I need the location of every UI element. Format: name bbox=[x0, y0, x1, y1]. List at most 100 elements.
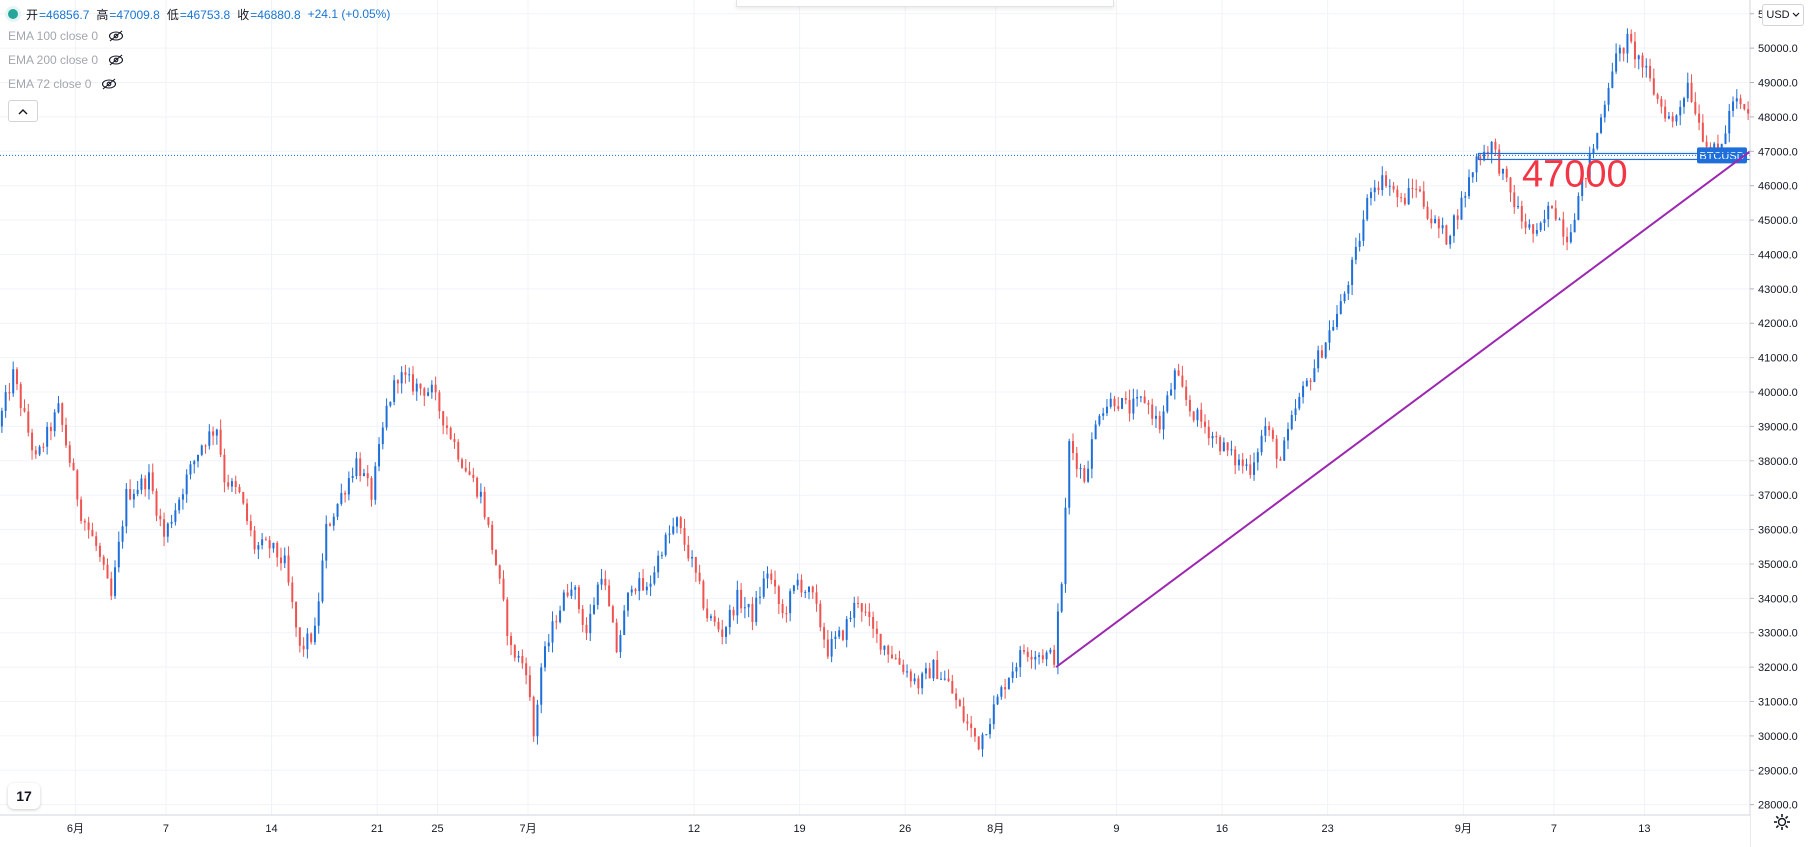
candle bbox=[272, 542, 275, 553]
candle-body bbox=[329, 523, 332, 526]
candle-body bbox=[1732, 101, 1735, 111]
tradingview-logo[interactable]: 17 bbox=[8, 783, 40, 809]
candle bbox=[230, 478, 233, 492]
candle bbox=[683, 518, 686, 552]
candle bbox=[890, 645, 893, 660]
candle bbox=[1388, 179, 1391, 196]
candle-body bbox=[1630, 33, 1633, 42]
candle-body bbox=[792, 585, 795, 592]
candle-body bbox=[1075, 453, 1078, 470]
price-tick-label: 44000.0 bbox=[1758, 249, 1798, 261]
candle-body bbox=[1019, 650, 1022, 668]
candle bbox=[1154, 406, 1157, 428]
candle-body bbox=[1701, 122, 1704, 142]
candle bbox=[506, 597, 509, 646]
candle bbox=[219, 419, 222, 458]
indicator-row[interactable]: EMA 100 close 0 bbox=[8, 24, 397, 48]
candle bbox=[1407, 178, 1410, 205]
candle-body bbox=[438, 392, 441, 412]
candle bbox=[1618, 44, 1621, 62]
candle-body bbox=[1260, 435, 1263, 453]
candle bbox=[1147, 399, 1150, 415]
candle-body bbox=[525, 663, 528, 676]
currency-button[interactable]: USD bbox=[1762, 4, 1804, 26]
candle-body bbox=[611, 606, 614, 623]
candle bbox=[1509, 176, 1512, 202]
candle-body bbox=[313, 625, 316, 643]
candle bbox=[917, 675, 920, 695]
gear-icon[interactable] bbox=[1772, 812, 1792, 832]
candle-body bbox=[1618, 47, 1621, 54]
candle bbox=[476, 476, 479, 499]
candle-body bbox=[951, 681, 954, 694]
candle-body bbox=[1222, 442, 1225, 452]
indicator-row[interactable]: EMA 72 close 0 bbox=[8, 72, 397, 96]
candle-body bbox=[1600, 117, 1603, 133]
candle bbox=[1460, 191, 1463, 220]
candle-body bbox=[268, 540, 271, 549]
candle-body bbox=[1256, 452, 1259, 463]
eye-off-icon[interactable] bbox=[108, 54, 124, 66]
candle-body bbox=[955, 693, 958, 701]
candle bbox=[457, 439, 460, 463]
candle bbox=[242, 491, 245, 505]
candle-body bbox=[1490, 141, 1493, 155]
candle-body bbox=[1328, 330, 1331, 343]
candle-body bbox=[1562, 219, 1565, 237]
candle-body bbox=[246, 503, 249, 522]
candle bbox=[1671, 112, 1674, 128]
time-tick-label: 6月 bbox=[67, 823, 84, 835]
candle-body bbox=[264, 539, 267, 541]
candle bbox=[777, 584, 780, 615]
candle bbox=[657, 550, 660, 579]
candle bbox=[532, 695, 535, 742]
candle-body bbox=[362, 473, 365, 476]
candle-body bbox=[1411, 188, 1414, 190]
candle bbox=[525, 657, 528, 685]
candle-body bbox=[1136, 397, 1139, 399]
candle bbox=[1679, 100, 1682, 126]
candle bbox=[1437, 216, 1440, 239]
candle-body bbox=[513, 645, 516, 658]
candle bbox=[1328, 320, 1331, 351]
candle bbox=[502, 570, 505, 602]
candle bbox=[1622, 47, 1625, 62]
candle bbox=[1268, 421, 1271, 437]
candle bbox=[1513, 184, 1516, 214]
candle-body bbox=[1253, 462, 1256, 475]
candle bbox=[1045, 650, 1048, 667]
candle-body bbox=[1053, 649, 1056, 665]
candle-body bbox=[679, 517, 682, 529]
candle bbox=[1558, 217, 1561, 221]
candle-body bbox=[427, 392, 430, 396]
candle bbox=[464, 459, 467, 473]
candle bbox=[80, 496, 83, 524]
candle bbox=[1445, 224, 1448, 246]
candle-body bbox=[1622, 47, 1625, 54]
candle-body bbox=[570, 589, 573, 596]
candle-body bbox=[340, 493, 343, 504]
candle bbox=[362, 468, 365, 477]
candle-body bbox=[940, 678, 943, 680]
price-tick-label: 31000.0 bbox=[1758, 697, 1798, 709]
candle-body bbox=[1535, 230, 1538, 234]
candle bbox=[1524, 213, 1527, 235]
candle-body bbox=[332, 516, 335, 526]
candle-body bbox=[1105, 406, 1108, 414]
candle bbox=[65, 417, 68, 448]
candle-body bbox=[415, 383, 418, 392]
candle bbox=[834, 631, 837, 649]
candle-body bbox=[151, 472, 154, 492]
candle bbox=[449, 426, 452, 440]
candle bbox=[510, 632, 513, 655]
candle-body bbox=[1336, 313, 1339, 327]
candle-body bbox=[283, 555, 286, 564]
candle-body bbox=[1645, 65, 1648, 68]
indicator-row[interactable]: EMA 200 close 0 bbox=[8, 48, 397, 72]
eye-off-icon[interactable] bbox=[108, 30, 124, 42]
collapse-legend-button[interactable] bbox=[8, 100, 38, 122]
candle bbox=[1166, 391, 1169, 414]
candle bbox=[762, 570, 765, 599]
eye-off-icon[interactable] bbox=[101, 78, 117, 90]
